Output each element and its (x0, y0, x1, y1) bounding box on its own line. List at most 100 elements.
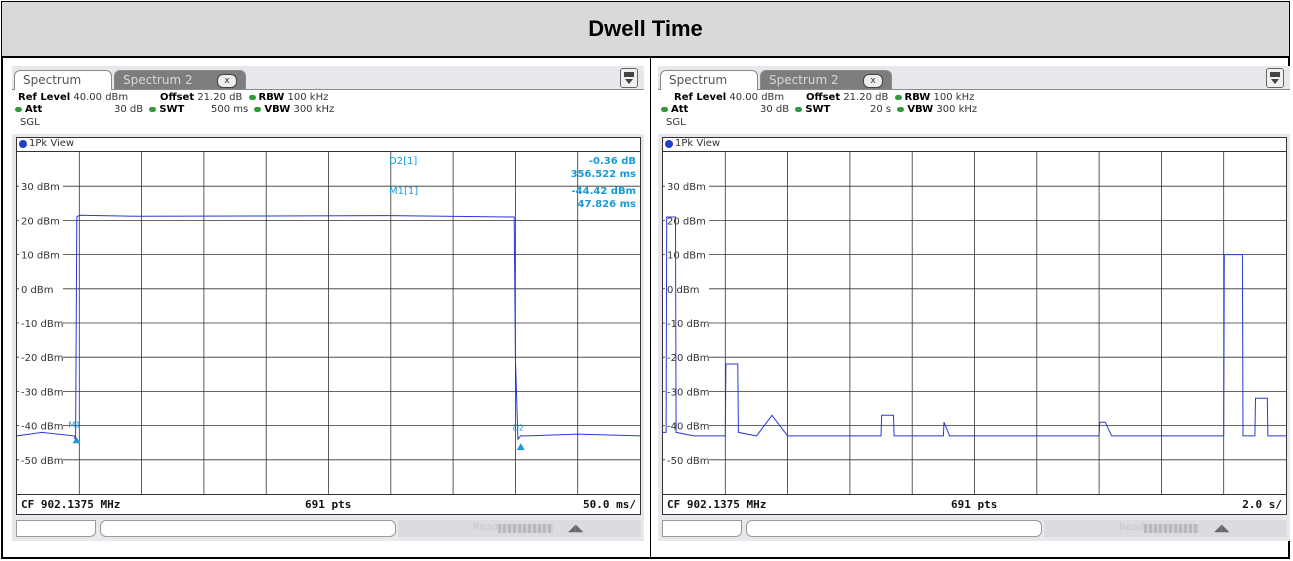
plot-area: 1Pk View 30 dBm 20 dBm 10 dBm 0 dBm -10 dBm -… (16, 137, 641, 515)
marker-name: D2[1] (389, 156, 417, 167)
y-tick-label: -30 dBm (667, 387, 709, 398)
status-led-icon (795, 106, 803, 112)
tab-spectrum-label: Spectrum (669, 73, 728, 87)
trace-indicator-icon (19, 140, 27, 148)
sweep-mode: SGL (20, 117, 40, 128)
y-tick-label: -10 dBm (667, 319, 709, 330)
trace-chart: 30 dBm 20 dBm 10 dBm 0 dBm -10 dBm -20 dBm -30… (663, 152, 1286, 494)
marker-icon (72, 437, 81, 444)
status-led-icon (248, 94, 256, 100)
swt-value: 20 s (870, 104, 892, 115)
view-name: 1Pk View (675, 138, 721, 149)
center-frequency: CF 902.1375 MHz (667, 498, 767, 511)
vbw-label: VBW (907, 104, 934, 115)
ref-level-value: 40.00 dBm (729, 92, 785, 103)
marker-time: 356.522 ms (571, 169, 636, 180)
offset-label: Offset (806, 92, 841, 103)
title-bar: Dwell Time (2, 2, 1289, 58)
y-tick-label: -40 dBm (667, 422, 709, 433)
settings-info: Ref Level 40.00 dBm Offset 21.20 dB RBW … (658, 90, 1290, 134)
att-label: Att (25, 104, 43, 115)
y-tick-label-bg (19, 248, 63, 261)
y-tick-label-bg (19, 351, 63, 364)
marker-tag: D2 (513, 424, 524, 433)
plot-footer: CF 902.1375 MHz 691 pts 50.0 ms/ (17, 494, 640, 515)
rbw-value: 100 kHz (287, 92, 329, 103)
tab-spectrum-2-label: Spectrum 2 (769, 73, 839, 87)
ready-status: Ready (1119, 522, 1151, 533)
y-tick-label: 0 dBm (667, 285, 700, 296)
time-per-division: 2.0 s/ (1242, 498, 1282, 511)
vbw-label: VBW (264, 104, 291, 115)
status-field[interactable] (662, 520, 742, 537)
y-tick-label-bg (19, 282, 63, 295)
message-field[interactable] (746, 520, 1042, 537)
tab-spectrum-2[interactable]: Spectrum 2 x (114, 70, 246, 90)
y-tick-label-bg (19, 180, 63, 193)
status-field[interactable] (16, 520, 96, 537)
close-tab-icon[interactable]: x (217, 74, 237, 88)
y-tick-label-bg (665, 180, 709, 193)
vbw-value: 300 kHz (936, 104, 978, 115)
overview-menu-icon[interactable] (620, 68, 638, 88)
settings-info: Ref Level 40.00 dBm Offset 21.20 dB RBW … (12, 90, 644, 134)
center-frequency: CF 902.1375 MHz (21, 498, 121, 511)
y-tick-label: 10 dBm (667, 251, 706, 262)
att-label: Att (671, 104, 689, 115)
swt-label: SWT (159, 104, 185, 115)
offset-value: 21.20 dB (843, 92, 889, 103)
marker-value: -0.36 dB (589, 156, 636, 167)
swt-value: 500 ms (211, 104, 249, 115)
instrument-status: Ready ◢◣ (1044, 520, 1287, 537)
panel-divider (650, 58, 651, 559)
y-tick-label: 20 dBm (667, 216, 706, 227)
plot-area: 1Pk View 30 dBm 20 dBm 10 dBm 0 dBm -10 dBm -… (662, 137, 1287, 515)
y-tick-label: 30 dBm (21, 182, 60, 193)
att-value: 30 dB (760, 104, 790, 115)
y-tick-label-bg (19, 453, 63, 466)
offset-label: Offset (160, 92, 195, 103)
marker-name: M1[1] (389, 186, 418, 197)
progress-bar (1144, 524, 1199, 533)
rs-logo-icon: ◢◣ (1214, 523, 1230, 534)
overview-menu-icon[interactable] (1266, 68, 1284, 88)
y-tick-label: -30 dBm (21, 387, 63, 398)
y-tick-label: 10 dBm (21, 251, 60, 262)
tab-spectrum[interactable]: Spectrum (14, 70, 112, 90)
y-tick-label: -20 dBm (667, 353, 709, 364)
status-led-icon (661, 106, 668, 112)
marker-time: 47.826 ms (578, 199, 636, 210)
progress-bar (498, 524, 553, 533)
status-bar: Ready ◢◣ (662, 518, 1287, 538)
tab-spectrum-label: Spectrum (23, 73, 82, 87)
sweep-mode: SGL (666, 117, 686, 128)
tab-spectrum[interactable]: Spectrum (660, 70, 758, 90)
time-per-division: 50.0 ms/ (583, 498, 636, 511)
sweep-points: 691 pts (305, 498, 352, 511)
att-value: 30 dB (114, 104, 144, 115)
status-led-icon (897, 106, 905, 112)
spectrum-panel-right: Spectrum Spectrum 2 x Ref Level 40.00 dBm… (658, 66, 1290, 541)
offset-value: 21.20 dB (197, 92, 243, 103)
vbw-value: 300 kHz (293, 104, 335, 115)
status-bar: Ready ◢◣ (16, 518, 641, 538)
status-led-icon (894, 94, 902, 100)
y-tick-label: -40 dBm (21, 422, 63, 433)
ref-level-value: 40.00 dBm (73, 92, 129, 103)
y-tick-label: -10 dBm (21, 319, 63, 330)
marker-icon (516, 443, 525, 451)
page-title: Dwell Time (588, 16, 703, 41)
y-tick-label: 20 dBm (21, 216, 60, 227)
view-label: 1Pk View (663, 138, 1286, 152)
tab-spectrum-2-label: Spectrum 2 (123, 73, 193, 87)
instrument-status: Ready ◢◣ (398, 520, 641, 537)
rbw-label: RBW (904, 92, 931, 103)
view-label: 1Pk View (17, 138, 640, 152)
message-field[interactable] (100, 520, 396, 537)
swt-label: SWT (805, 104, 831, 115)
status-led-icon (254, 106, 262, 112)
y-tick-label-bg (19, 385, 63, 398)
tab-spectrum-2[interactable]: Spectrum 2 x (760, 70, 892, 90)
y-tick-label-bg (19, 419, 63, 432)
close-tab-icon[interactable]: x (863, 74, 883, 88)
